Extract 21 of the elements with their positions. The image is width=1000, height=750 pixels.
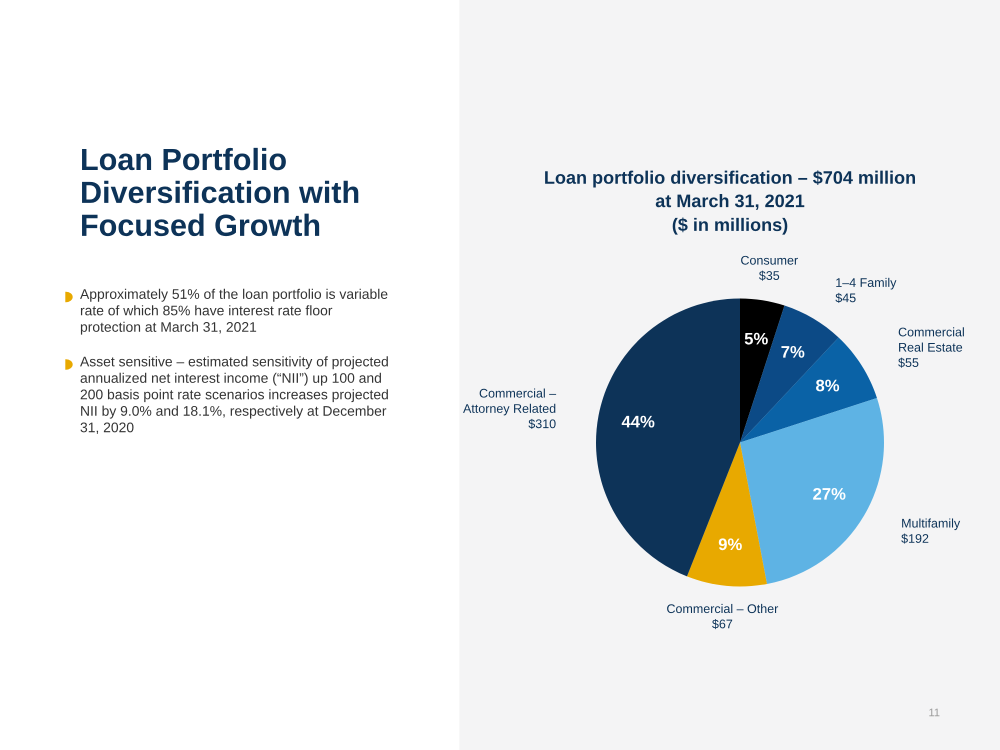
data-label: 7% [781, 346, 804, 358]
slice-label: 1–4 Family $45 [835, 278, 896, 304]
slice-label: Commercial Real Estate $55 [898, 327, 964, 368]
text: Asset sensitive – estimated sensitivity of projected annualized net interest income (“NII”) up 100 and 200 basis point rate scenarios increases projected NII by 9.0% and 18.1%, respectively at December 31, 2020 [80, 356, 388, 434]
text: Approximately 51% of the loan portfolio is variable rate of which 85% have interest rate floor protection at March 31, 2021 [80, 288, 388, 335]
pie-slice [686, 442, 767, 586]
text: Loan Portfolio Diversification with Focused Growth [82, 148, 358, 236]
data-label: 44% [622, 416, 654, 428]
chart-title: Loan portfolio diversification – $704 million at March 31, 2021 ($ in millions) [545, 170, 915, 235]
pie-slice [740, 398, 884, 584]
data-label: 9% [718, 538, 742, 550]
text: 11 [929, 708, 940, 716]
slice-label: Consumer $35 [741, 256, 798, 281]
data-label: 27% [813, 488, 846, 500]
pie-slice [596, 298, 740, 576]
data-label: 8% [816, 380, 840, 392]
pie-slice [740, 306, 839, 442]
slice-label: Commercial – Attorney Related $310 [463, 388, 556, 429]
slice-label: Multifamily $192 [901, 518, 960, 544]
slice-label: Commercial – Other $67 [667, 604, 778, 630]
data-label: 5% [744, 332, 768, 345]
